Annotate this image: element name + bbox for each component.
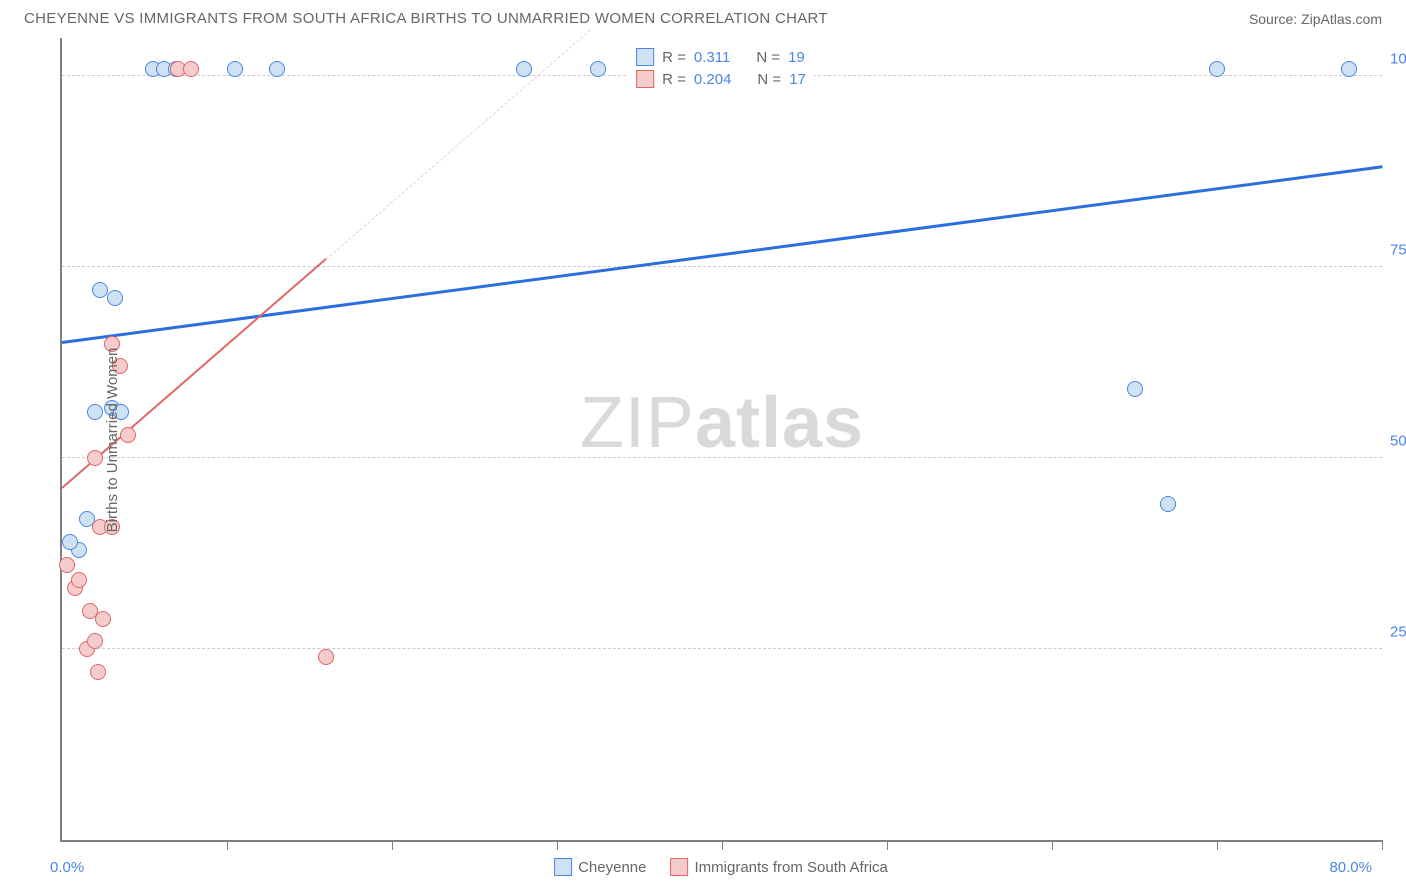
trend-line <box>326 30 591 260</box>
data-point <box>1127 381 1143 397</box>
legend-stats-row-1: R = 0.204 N = 17 <box>636 68 806 90</box>
data-point <box>516 61 532 77</box>
data-point <box>82 603 98 619</box>
y-tick-label: 50.0% <box>1390 433 1406 450</box>
data-point <box>87 450 103 466</box>
x-axis-min-label: 0.0% <box>50 859 84 876</box>
data-point <box>59 557 75 573</box>
data-point <box>318 649 334 665</box>
x-tick <box>392 840 393 850</box>
data-point <box>1341 61 1357 77</box>
y-axis-title: Births to Unmarried Women <box>104 348 121 533</box>
legend-item-1: Immigrants from South Africa <box>670 858 887 876</box>
n-label: N = <box>756 49 780 66</box>
x-axis-max-label: 80.0% <box>1329 859 1372 876</box>
legend-series: Cheyenne Immigrants from South Africa <box>554 858 888 876</box>
x-tick <box>1217 840 1218 850</box>
x-tick <box>1052 840 1053 850</box>
legend-swatch-1 <box>636 70 654 88</box>
data-point <box>107 290 123 306</box>
x-tick <box>887 840 888 850</box>
gridline <box>62 457 1382 458</box>
y-tick-label: 100.0% <box>1390 51 1406 68</box>
data-point <box>87 633 103 649</box>
data-point <box>87 404 103 420</box>
legend-item-0: Cheyenne <box>554 858 646 876</box>
y-tick-label: 25.0% <box>1390 624 1406 641</box>
r-value-1: 0.204 <box>694 71 732 88</box>
r-label: R = <box>662 71 686 88</box>
legend-bottom-swatch-0 <box>554 858 572 876</box>
legend-stats: R = 0.311 N = 19 R = 0.204 N = 17 <box>628 42 814 94</box>
x-tick <box>557 840 558 850</box>
data-point <box>90 664 106 680</box>
data-point <box>92 282 108 298</box>
n-value-1: 17 <box>789 71 806 88</box>
legend-label-1: Immigrants from South Africa <box>694 859 887 876</box>
data-point <box>1160 496 1176 512</box>
data-point <box>227 61 243 77</box>
x-tick <box>722 840 723 850</box>
x-tick <box>1382 840 1383 850</box>
y-tick-label: 75.0% <box>1390 242 1406 259</box>
legend-stats-row-0: R = 0.311 N = 19 <box>636 46 806 68</box>
data-point <box>183 61 199 77</box>
chart-source: Source: ZipAtlas.com <box>1249 11 1382 27</box>
n-value-0: 19 <box>788 49 805 66</box>
gridline <box>62 648 1382 649</box>
chart-header: CHEYENNE VS IMMIGRANTS FROM SOUTH AFRICA… <box>0 0 1406 35</box>
watermark: ZIPatlas <box>580 382 864 464</box>
plot-area: ZIPatlas 25.0%50.0%75.0%100.0% <box>60 38 1382 842</box>
x-tick <box>227 840 228 850</box>
data-point <box>1209 61 1225 77</box>
data-point <box>71 572 87 588</box>
chart-title: CHEYENNE VS IMMIGRANTS FROM SOUTH AFRICA… <box>24 10 828 27</box>
legend-label-0: Cheyenne <box>578 859 646 876</box>
legend-bottom-swatch-1 <box>670 858 688 876</box>
chart-container: ZIPatlas 25.0%50.0%75.0%100.0% Births to… <box>60 38 1382 842</box>
data-point <box>62 534 78 550</box>
watermark-bold: atlas <box>695 383 864 463</box>
data-point <box>120 427 136 443</box>
n-label: N = <box>757 71 781 88</box>
r-value-0: 0.311 <box>694 49 730 66</box>
r-label: R = <box>662 49 686 66</box>
gridline <box>62 266 1382 267</box>
legend-swatch-0 <box>636 48 654 66</box>
data-point <box>590 61 606 77</box>
watermark-light: ZIP <box>580 383 695 463</box>
data-point <box>269 61 285 77</box>
